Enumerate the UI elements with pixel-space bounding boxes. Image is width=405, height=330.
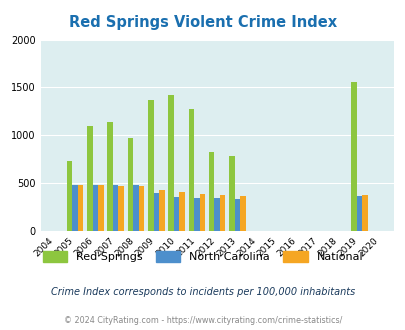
Bar bbox=[107, 122, 113, 231]
Bar bbox=[220, 195, 225, 231]
Bar bbox=[128, 138, 133, 231]
Bar bbox=[78, 185, 83, 231]
Bar bbox=[67, 161, 72, 231]
Bar bbox=[361, 195, 367, 231]
Bar bbox=[199, 194, 205, 231]
Bar bbox=[229, 156, 234, 231]
Bar bbox=[350, 82, 356, 231]
Bar bbox=[72, 185, 78, 231]
Bar bbox=[159, 190, 164, 231]
Bar bbox=[168, 95, 173, 231]
Bar bbox=[92, 185, 98, 231]
Text: Crime Index corresponds to incidents per 100,000 inhabitants: Crime Index corresponds to incidents per… bbox=[51, 287, 354, 297]
Bar bbox=[234, 199, 240, 231]
Bar bbox=[118, 185, 124, 231]
Bar bbox=[133, 185, 139, 231]
Bar bbox=[153, 193, 159, 231]
Bar bbox=[179, 192, 184, 231]
Bar bbox=[87, 126, 92, 231]
Legend: Red Springs, North Carolina, National: Red Springs, North Carolina, National bbox=[38, 247, 367, 267]
Text: © 2024 CityRating.com - https://www.cityrating.com/crime-statistics/: © 2024 CityRating.com - https://www.city… bbox=[64, 316, 341, 325]
Bar bbox=[98, 185, 103, 231]
Bar bbox=[113, 185, 118, 231]
Bar bbox=[356, 196, 361, 231]
Bar bbox=[188, 109, 194, 231]
Bar bbox=[139, 185, 144, 231]
Bar bbox=[173, 197, 179, 231]
Text: Red Springs Violent Crime Index: Red Springs Violent Crime Index bbox=[69, 15, 336, 30]
Bar bbox=[214, 198, 220, 231]
Bar bbox=[240, 196, 245, 231]
Bar bbox=[194, 197, 199, 231]
Bar bbox=[148, 100, 153, 231]
Bar bbox=[209, 151, 214, 231]
